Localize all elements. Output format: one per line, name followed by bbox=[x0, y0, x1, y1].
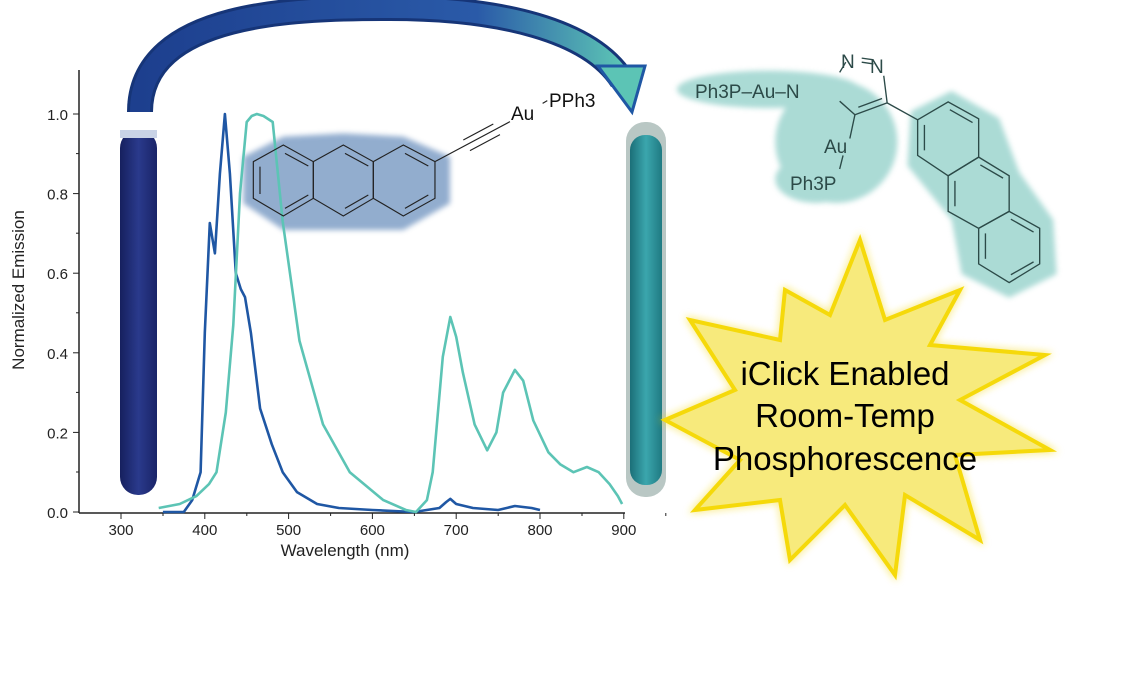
n2-label: N bbox=[841, 52, 855, 73]
y-axis-label: Normalized Emission bbox=[9, 210, 28, 370]
y-tick-label: 0.2 bbox=[47, 425, 68, 442]
ph3p-au-n-label: Ph3P–Au–N bbox=[695, 82, 800, 103]
gold-label: Au bbox=[511, 104, 534, 125]
left-anthracene-bonds bbox=[252, 100, 548, 217]
right-sample-tube bbox=[626, 122, 666, 497]
au-label: Au bbox=[824, 137, 847, 158]
x-tick-label: 500 bbox=[276, 522, 301, 539]
x-tick-label: 900 bbox=[611, 522, 636, 539]
ph3p-label: Ph3P bbox=[790, 174, 836, 195]
callout-line-2: Room-Temp bbox=[755, 397, 935, 434]
x-tick-label: 700 bbox=[444, 522, 469, 539]
n3-label: N bbox=[870, 57, 884, 78]
x-axis-label: Wavelength (nm) bbox=[281, 541, 410, 560]
x-tick-label: 600 bbox=[360, 522, 385, 539]
left-sample-tube bbox=[120, 130, 157, 495]
callout-line-3: Phosphorescence bbox=[713, 440, 977, 477]
x-tick-label: 300 bbox=[108, 522, 133, 539]
triazolyl-gold-anthracene-structure: Ph3P–Au–N N N Au Ph3P bbox=[676, 52, 1057, 298]
emission-series-1 bbox=[162, 112, 541, 514]
arrowhead-icon bbox=[595, 64, 647, 116]
anthracene-alkynyl-gold-structure bbox=[243, 133, 450, 230]
y-tick-label: 0.6 bbox=[47, 266, 68, 283]
curved-arrow bbox=[127, 0, 647, 116]
x-tick-label: 800 bbox=[527, 522, 552, 539]
y-tick-label: 0.4 bbox=[47, 346, 68, 363]
pph3-label: PPh3 bbox=[549, 91, 595, 112]
y-tick-label: 0.8 bbox=[47, 187, 68, 204]
callout-line-1: iClick Enabled bbox=[740, 355, 949, 392]
callout-starburst: iClick Enabled Room-Temp Phosphorescence bbox=[659, 232, 1059, 582]
emission-series-2 bbox=[158, 112, 624, 514]
y-tick-label: 1.0 bbox=[47, 107, 68, 124]
x-tick-label: 400 bbox=[192, 522, 217, 539]
y-tick-label: 0.0 bbox=[47, 505, 68, 522]
